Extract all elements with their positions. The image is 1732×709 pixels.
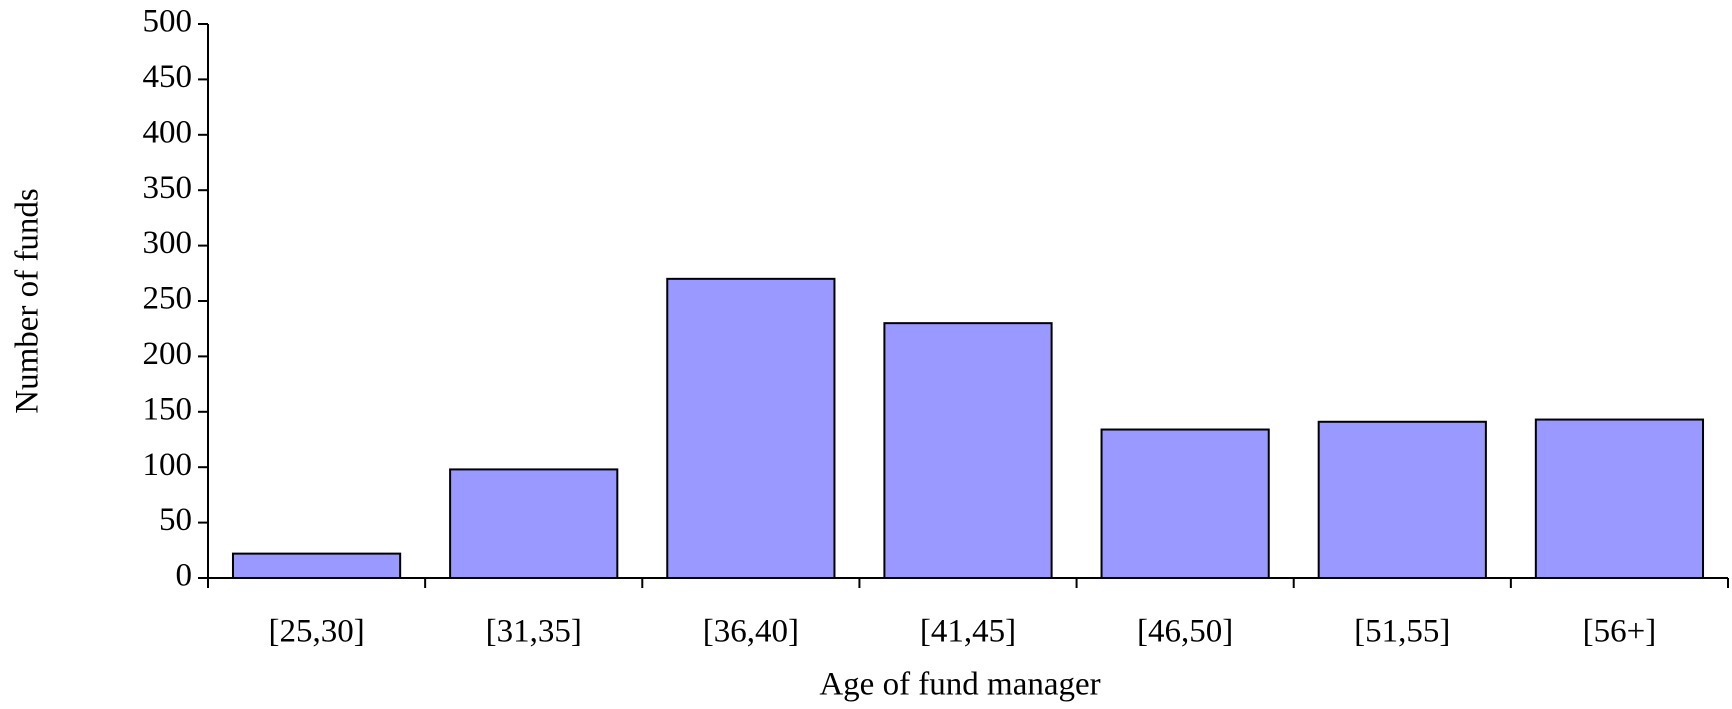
y-tick-label: 200 (143, 336, 193, 372)
x-tick-label: [25,30] (268, 614, 364, 650)
x-tick-label: [46,50] (1137, 614, 1233, 650)
x-tick-label: [41,45] (920, 614, 1016, 650)
y-tick-label: 300 (143, 225, 193, 261)
y-tick-label: 150 (143, 391, 193, 427)
bar (666, 277, 836, 579)
bar (1317, 420, 1487, 579)
y-tick-label: 250 (143, 281, 193, 317)
y-tick-label: 0 (176, 558, 193, 594)
y-tick-label: 350 (143, 170, 193, 206)
y-axis-title: Number of funds (10, 188, 46, 413)
y-tick-label: 400 (143, 114, 193, 150)
x-axis-title: Age of fund manager (819, 667, 1100, 703)
x-tick-label: [36,40] (703, 614, 799, 650)
x-tick-label: [51,55] (1354, 614, 1450, 650)
x-tick-label: [31,35] (486, 614, 582, 650)
y-tick-label: 100 (143, 447, 193, 483)
y-tick-label: 450 (143, 59, 193, 95)
y-tick-label: 500 (143, 4, 193, 40)
bar (231, 552, 402, 580)
y-tick-label: 50 (159, 502, 192, 538)
bar (883, 322, 1053, 579)
x-tick-label: [56+] (1583, 614, 1657, 650)
bar (1534, 418, 1705, 579)
bar (449, 468, 619, 579)
bar (1100, 428, 1270, 580)
